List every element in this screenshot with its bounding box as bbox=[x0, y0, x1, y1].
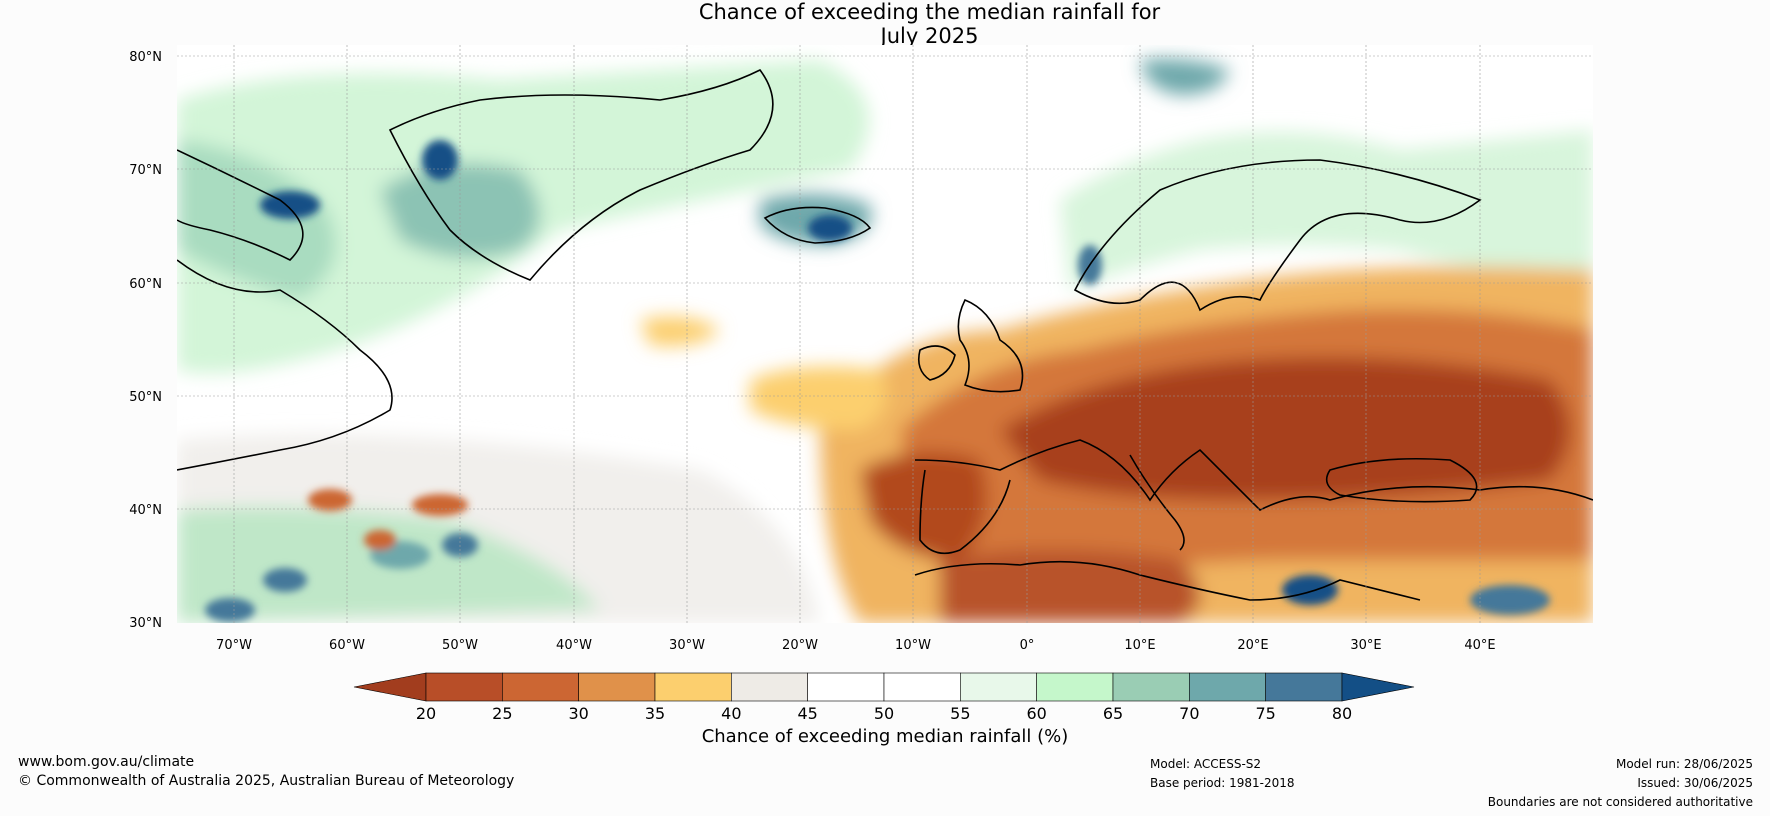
lon-label: 20°E bbox=[1237, 638, 1268, 653]
colorbar-tick-label: 55 bbox=[950, 704, 970, 723]
rainfall-probability-shading bbox=[177, 58, 1593, 623]
wet-blob bbox=[263, 568, 307, 592]
map-title: Chance of exceeding the median rainfall … bbox=[0, 0, 1770, 48]
footer-model-run: Model run: 28/06/2025 bbox=[1615, 757, 1753, 771]
convective-anomalies bbox=[205, 140, 1550, 622]
greenland-coast bbox=[388, 68, 774, 281]
iceland-coast bbox=[763, 206, 872, 244]
footer-base-period: Base period: 1981-2018 bbox=[1150, 776, 1295, 790]
colorbar-tick-label: 75 bbox=[1255, 704, 1275, 723]
lon-label: 70°W bbox=[216, 638, 252, 653]
colorbar-tick-label: 50 bbox=[874, 704, 894, 723]
colorbar-tick-label: 20 bbox=[416, 704, 436, 723]
dry-zone-europe-core bbox=[1000, 357, 1570, 500]
lat-label: 70°N bbox=[129, 163, 162, 178]
coastlines bbox=[177, 68, 1593, 601]
wet-blob bbox=[808, 215, 852, 241]
iberia-coast bbox=[919, 469, 1011, 555]
ireland-coast bbox=[917, 345, 956, 381]
footer-disclaimer: Boundaries are not considered authoritat… bbox=[1487, 795, 1753, 809]
dry-zone-iberia bbox=[860, 452, 987, 560]
wet-blob bbox=[205, 598, 255, 622]
lon-label: 0° bbox=[1020, 638, 1035, 653]
colorbar-segment bbox=[731, 672, 808, 702]
colorbar-segment bbox=[807, 672, 885, 702]
italy-coast bbox=[1129, 454, 1185, 551]
lon-label: 20°W bbox=[782, 638, 818, 653]
lat-label: 40°N bbox=[129, 503, 162, 518]
dry-zone-mid-atlantic bbox=[640, 316, 720, 346]
colorbar-segment bbox=[960, 672, 1037, 702]
title-line-1: Chance of exceeding the median rainfall … bbox=[698, 0, 1161, 24]
colorbar-tick-label: 80 bbox=[1332, 704, 1352, 723]
map-panel bbox=[177, 45, 1593, 623]
colorbar-extend-high bbox=[1341, 672, 1415, 702]
colorbar-segment bbox=[1265, 672, 1343, 702]
colorbar-segment bbox=[578, 672, 656, 702]
wet-blob bbox=[422, 140, 458, 180]
graticule bbox=[177, 45, 1593, 623]
colorbar-segment bbox=[1189, 672, 1266, 702]
black-sea-coast bbox=[1325, 457, 1478, 503]
colorbar-tick-label: 25 bbox=[492, 704, 512, 723]
colorbar-segment bbox=[1112, 672, 1190, 702]
footer-website: www.bom.gov.au/climate bbox=[18, 754, 195, 770]
colorbar-tick-label: 40 bbox=[721, 704, 741, 723]
lon-label: 40°E bbox=[1464, 638, 1495, 653]
lat-label: 50°N bbox=[129, 390, 162, 405]
colorbar-tick-label: 65 bbox=[1103, 704, 1123, 723]
colorbar-segment bbox=[425, 672, 503, 702]
colorbar-segment bbox=[654, 672, 732, 702]
scandinavia-coast bbox=[1073, 159, 1482, 312]
labrador-coast bbox=[177, 259, 393, 471]
dry-blob bbox=[364, 530, 396, 550]
title-line-2: July 2025 bbox=[880, 24, 979, 48]
colorbar-tick-label: 30 bbox=[568, 704, 588, 723]
footer-copyright: © Commonwealth of Australia 2025, Austra… bbox=[18, 773, 515, 789]
lon-label: 60°W bbox=[329, 638, 365, 653]
wet-blob bbox=[1282, 575, 1338, 605]
britain-coast bbox=[957, 298, 1024, 393]
lon-label: 40°W bbox=[556, 638, 592, 653]
colorbar-tick-label: 35 bbox=[645, 704, 665, 723]
colorbar-tick-label: 60 bbox=[1026, 704, 1046, 723]
dry-zone-north-africa bbox=[940, 550, 1200, 623]
lon-label: 10°W bbox=[895, 638, 931, 653]
colorbar-tick-label: 70 bbox=[1179, 704, 1199, 723]
colorbar-segment bbox=[502, 672, 579, 702]
baffin-coast bbox=[177, 149, 304, 261]
lat-label: 80°N bbox=[129, 50, 162, 65]
lat-label: 30°N bbox=[129, 616, 162, 631]
footer-issued: Issued: 30/06/2025 bbox=[1637, 776, 1753, 790]
dry-blob bbox=[308, 489, 352, 511]
longitude-labels: 70°W 60°W 50°W 40°W 30°W 20°W 10°W 0° 10… bbox=[216, 638, 1496, 653]
wet-zone-svalbard bbox=[1140, 58, 1230, 95]
latitude-labels: 80°N 70°N 60°N 50°N 40°N 30°N bbox=[129, 50, 162, 631]
lon-label: 50°W bbox=[442, 638, 478, 653]
footer-model: Model: ACCESS-S2 bbox=[1150, 757, 1262, 771]
lon-label: 30°E bbox=[1350, 638, 1381, 653]
wet-blob bbox=[1470, 585, 1550, 615]
colorbar-extend-low bbox=[353, 672, 427, 702]
colorbar-legend: 20 25 30 35 40 45 50 55 60 65 70 75 80 bbox=[353, 672, 1415, 723]
north-africa-coast bbox=[914, 560, 1421, 601]
wet-zone-labrador bbox=[177, 140, 336, 300]
lat-label: 60°N bbox=[129, 277, 162, 292]
wet-zone-norway bbox=[1060, 130, 1593, 290]
colorbar-title: Chance of exceeding median rainfall (%) bbox=[701, 726, 1069, 747]
lon-label: 10°E bbox=[1124, 638, 1155, 653]
lon-label: 30°W bbox=[669, 638, 705, 653]
colorbar-segment bbox=[883, 672, 961, 702]
dry-zone-atlantic-tongue bbox=[750, 366, 887, 430]
europe-south-coast bbox=[914, 439, 1593, 511]
colorbar-tick-label: 45 bbox=[797, 704, 817, 723]
dry-blob bbox=[412, 494, 468, 516]
colorbar-segment bbox=[1036, 672, 1114, 702]
